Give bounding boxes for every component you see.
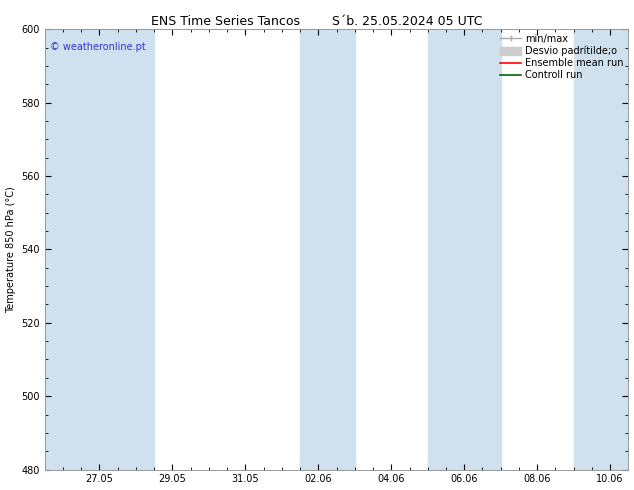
Legend: min/max, Desvio padrítilde;o, Ensemble mean run, Controll run: min/max, Desvio padrítilde;o, Ensemble m…: [498, 32, 626, 82]
Bar: [44, 29, 154, 469]
Bar: [300, 29, 355, 469]
Bar: [428, 29, 501, 469]
Bar: [574, 29, 628, 469]
Y-axis label: Temperature 850 hPa (°C): Temperature 850 hPa (°C): [6, 186, 16, 313]
Text: © weatheronline.pt: © weatheronline.pt: [51, 42, 146, 52]
Text: ENS Time Series Tancos        S´b. 25.05.2024 05 UTC: ENS Time Series Tancos S´b. 25.05.2024 0…: [152, 15, 482, 28]
